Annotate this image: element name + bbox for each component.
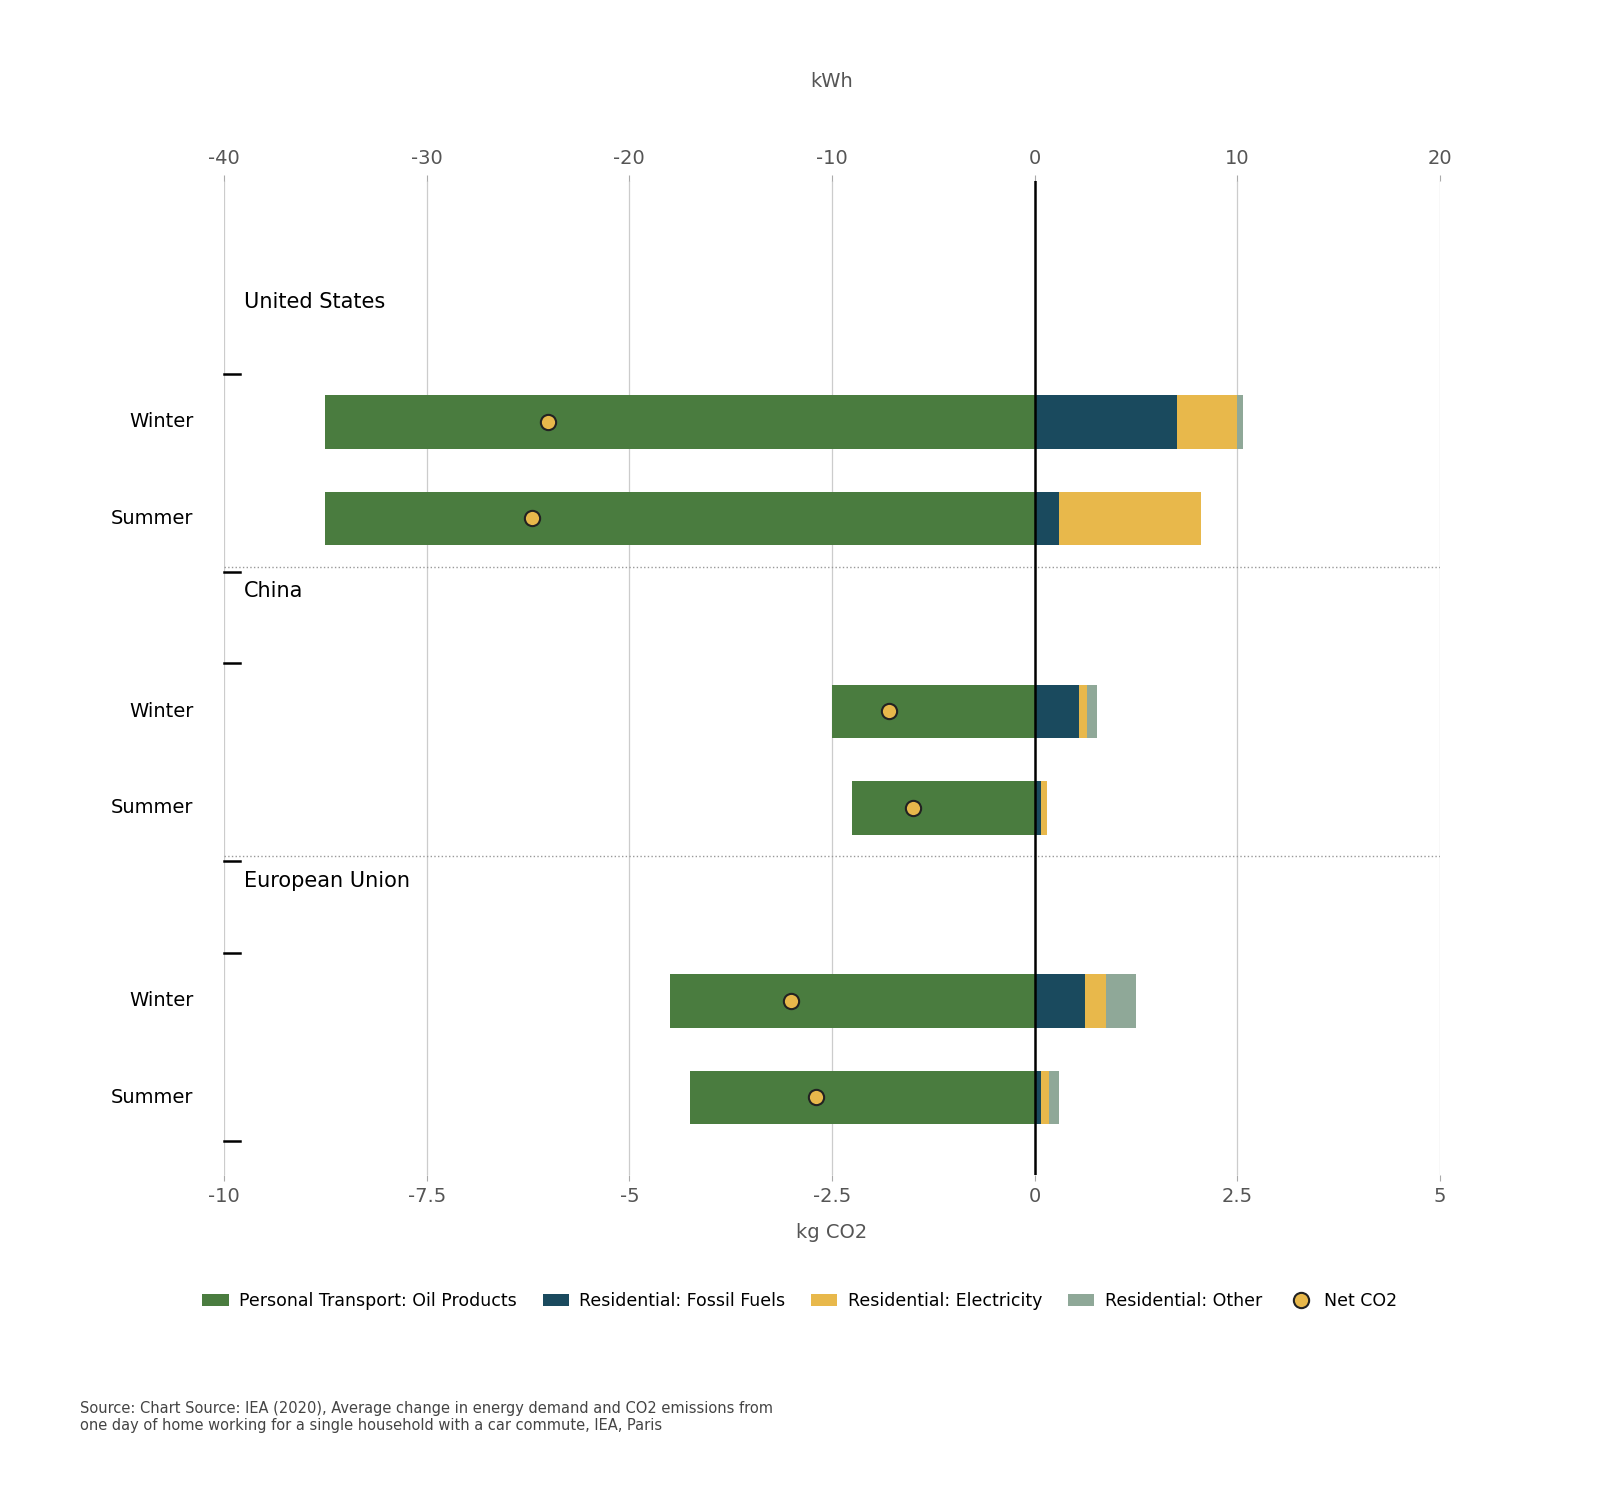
Bar bbox=[1040, 1071, 1050, 1123]
Text: Summer: Summer bbox=[110, 798, 194, 818]
Text: kWh: kWh bbox=[811, 72, 853, 92]
Bar bbox=[1035, 782, 1040, 834]
Bar bbox=[1035, 1071, 1040, 1123]
Bar bbox=[1035, 492, 1059, 545]
Bar bbox=[853, 782, 1035, 834]
Text: Source: Chart Source: IEA (2020), Average change in energy demand and CO2 emissi: Source: Chart Source: IEA (2020), Averag… bbox=[80, 1401, 773, 1434]
Bar bbox=[1085, 974, 1106, 1027]
Text: Winter: Winter bbox=[130, 413, 194, 432]
Bar bbox=[690, 1071, 1035, 1123]
Bar bbox=[670, 974, 1035, 1027]
Bar bbox=[1059, 492, 1202, 545]
Bar bbox=[832, 685, 1035, 738]
Bar bbox=[1035, 396, 1176, 449]
Bar bbox=[325, 396, 1035, 449]
Bar bbox=[325, 492, 1035, 545]
Text: United States: United States bbox=[245, 292, 386, 312]
Legend: Personal Transport: Oil Products, Residential: Fossil Fuels, Residential: Electr: Personal Transport: Oil Products, Reside… bbox=[195, 1285, 1405, 1316]
Bar bbox=[1106, 974, 1136, 1027]
Bar bbox=[1050, 1071, 1059, 1123]
Bar bbox=[1035, 685, 1080, 738]
Bar bbox=[1035, 974, 1085, 1027]
Text: European Union: European Union bbox=[245, 870, 410, 890]
Text: Winter: Winter bbox=[130, 991, 194, 1011]
X-axis label: kg CO2: kg CO2 bbox=[797, 1223, 867, 1242]
Text: Winter: Winter bbox=[130, 702, 194, 721]
Text: Summer: Summer bbox=[110, 1087, 194, 1107]
Bar bbox=[1088, 685, 1098, 738]
Text: China: China bbox=[245, 581, 304, 601]
Bar bbox=[1040, 782, 1046, 834]
Bar bbox=[1176, 396, 1237, 449]
Text: Summer: Summer bbox=[110, 509, 194, 529]
Bar bbox=[1080, 685, 1088, 738]
Bar bbox=[1237, 396, 1243, 449]
